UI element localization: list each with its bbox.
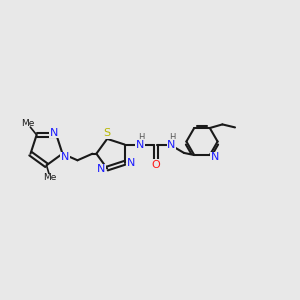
Text: N: N [61,152,69,162]
Text: H: H [169,134,176,142]
Text: O: O [152,160,160,170]
Text: N: N [136,140,144,149]
Text: N: N [211,152,219,162]
Text: N: N [50,128,58,138]
Text: S: S [103,128,110,139]
Text: Me: Me [22,119,35,128]
Text: N: N [97,164,105,174]
Text: N: N [126,158,135,169]
Text: Me: Me [43,173,56,182]
Text: H: H [138,134,145,142]
Text: N: N [167,140,176,149]
